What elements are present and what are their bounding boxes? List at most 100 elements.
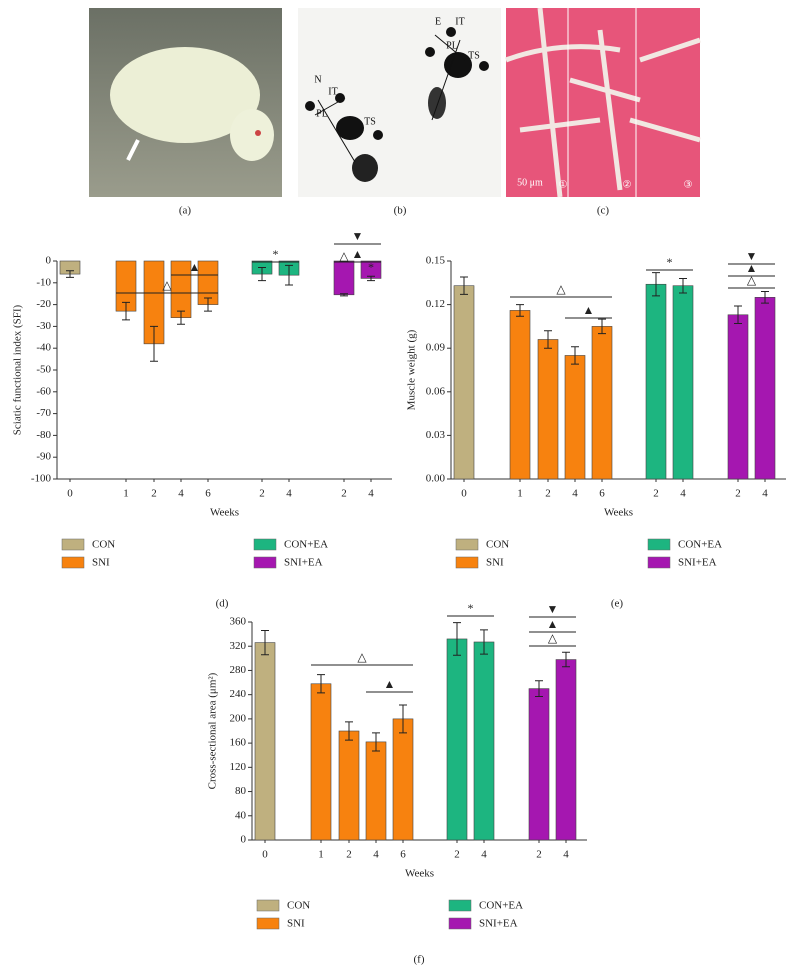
x-tick-label: 2 — [346, 849, 352, 861]
x-axis-label: Weeks — [405, 868, 434, 880]
x-tick-label: 4 — [373, 849, 379, 861]
x-tick-label: 1 — [517, 488, 523, 500]
legend-swatch — [455, 538, 479, 551]
y-tick-label: -50 — [36, 364, 51, 376]
y-tick-label: -20 — [36, 298, 51, 310]
panel-label: (e) — [611, 598, 624, 610]
bar — [645, 283, 667, 480]
legend-swatch — [256, 917, 280, 930]
bar — [446, 638, 468, 841]
photo-annotation: TS — [468, 50, 480, 61]
y-tick-label: 40 — [235, 809, 247, 821]
y-tick-label: 80 — [235, 785, 247, 797]
significance-mark: * — [273, 247, 279, 261]
significance-mark: ▲ — [384, 677, 396, 691]
y-tick-label: 0.12 — [426, 298, 445, 310]
legend-label: CON — [92, 539, 115, 551]
bar — [591, 326, 613, 480]
y-axis-label: Cross-sectional area (μm²) — [207, 672, 219, 789]
bar — [453, 285, 475, 480]
y-tick-label: 0.09 — [426, 342, 446, 354]
y-tick-label: -60 — [36, 385, 51, 397]
x-tick-label: 2 — [341, 488, 347, 500]
legend-label: CON — [287, 900, 310, 912]
x-tick-label: 4 — [572, 488, 578, 500]
photo-annotation: ③ — [684, 179, 693, 190]
legend-label: SNI+EA — [678, 557, 717, 569]
x-tick-label: 6 — [599, 488, 605, 500]
error-bar — [734, 305, 742, 324]
bar — [564, 355, 586, 480]
y-tick-label: 120 — [230, 761, 247, 773]
y-tick-label: 160 — [230, 737, 247, 749]
legend-swatch — [61, 538, 85, 551]
x-axis-label: Weeks — [210, 507, 239, 519]
x-tick-label: 2 — [653, 488, 659, 500]
panel-label: (a) — [179, 205, 192, 217]
photo-a — [89, 8, 282, 197]
error-bar — [372, 732, 380, 752]
error-bar — [258, 267, 266, 282]
significance-mark: ▲ — [352, 247, 364, 261]
error-bar — [399, 704, 407, 734]
x-tick-label: 2 — [151, 488, 157, 500]
legend-label: CON+EA — [284, 539, 328, 551]
bar — [365, 741, 387, 841]
legend-swatch — [61, 556, 85, 569]
photo-annotation: IT — [328, 86, 337, 97]
bar — [537, 339, 559, 480]
x-tick-label: 6 — [400, 849, 406, 861]
y-tick-label: -90 — [36, 451, 51, 463]
significance-mark: ▲ — [746, 261, 758, 275]
x-tick-label: 2 — [545, 488, 551, 500]
error-bar — [204, 297, 212, 312]
legend-swatch — [647, 538, 671, 551]
legend-label: CON+EA — [678, 539, 722, 551]
y-tick-label: 0.15 — [426, 255, 446, 267]
photo-annotation: 50 μm — [517, 177, 543, 188]
photo-annotation: PL — [316, 108, 328, 119]
photo-annotation: E — [435, 16, 441, 27]
legend-label: CON+EA — [479, 900, 523, 912]
y-tick-label: -40 — [36, 342, 51, 354]
y-tick-label: -10 — [36, 276, 51, 288]
significance-mark: ▲ — [547, 617, 559, 631]
error-bar — [516, 304, 524, 317]
photo-annotation: ① — [559, 179, 568, 190]
panel-label: (d) — [216, 598, 229, 610]
bar — [338, 730, 360, 841]
y-tick-label: 0.06 — [426, 385, 446, 397]
legend-label: SNI — [92, 557, 110, 569]
legend-swatch — [253, 556, 277, 569]
legend-swatch — [256, 899, 280, 912]
error-bar — [317, 674, 325, 694]
legend-swatch — [647, 556, 671, 569]
significance-mark: △ — [556, 282, 566, 296]
y-tick-label: 240 — [230, 688, 247, 700]
bar — [473, 641, 495, 841]
panel-label: (c) — [597, 205, 610, 217]
error-bar — [367, 275, 375, 282]
x-tick-label: 1 — [123, 488, 129, 500]
photo-annotation: PL — [446, 40, 458, 51]
error-bar — [177, 310, 185, 325]
bar — [727, 314, 749, 480]
x-tick-label: 4 — [563, 849, 569, 861]
significance-mark: △ — [548, 631, 558, 645]
x-tick-label: 4 — [680, 488, 686, 500]
y-tick-label: 0.03 — [426, 429, 446, 441]
x-axis-label: Weeks — [604, 507, 633, 519]
significance-mark: ▼ — [547, 602, 559, 616]
x-tick-label: 4 — [178, 488, 184, 500]
y-tick-label: -80 — [36, 429, 51, 441]
significance-mark: * — [468, 601, 474, 615]
photo-b — [298, 8, 501, 197]
legend-swatch — [253, 538, 277, 551]
error-bar — [598, 318, 606, 335]
error-bar — [66, 270, 74, 278]
error-bar — [652, 272, 660, 297]
bar — [254, 642, 276, 841]
error-bar — [340, 293, 348, 297]
panel-label: (b) — [394, 205, 407, 217]
x-tick-label: 4 — [481, 849, 487, 861]
